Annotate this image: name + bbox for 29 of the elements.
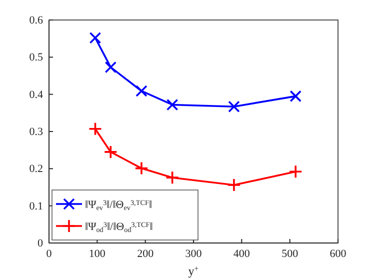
x-tick-label: 600 bbox=[330, 248, 347, 260]
point bbox=[104, 61, 117, 74]
point bbox=[288, 164, 303, 179]
x-tick-label: 100 bbox=[88, 248, 106, 260]
y-tick-label: 0.5 bbox=[29, 52, 44, 64]
y-tick-label: 0 bbox=[38, 238, 44, 250]
point bbox=[166, 98, 178, 111]
x-tick-label: 200 bbox=[137, 248, 154, 260]
y-tick-label: 0.6 bbox=[29, 14, 44, 27]
point bbox=[104, 145, 118, 159]
x-tick-label: 400 bbox=[233, 248, 250, 260]
y-tick-label: 0.4 bbox=[29, 88, 44, 101]
x-tick-label: 500 bbox=[282, 248, 299, 260]
x-tick-label: 0 bbox=[46, 248, 52, 260]
point bbox=[88, 122, 102, 136]
point bbox=[89, 32, 102, 44]
point bbox=[290, 90, 302, 102]
y-tick-label: 0.2 bbox=[29, 163, 43, 176]
point bbox=[165, 170, 180, 184]
point bbox=[134, 161, 148, 176]
x-axis-title: y$^{+}$ bbox=[188, 264, 200, 278]
legend-label: ‖Ψ$_{ev}$$^{3}$‖/‖Θ$_{ev}$$^{3,TCF}$‖ bbox=[85, 198, 152, 212]
point bbox=[228, 100, 240, 112]
y-tick-label: 0.1 bbox=[29, 200, 43, 212]
point bbox=[227, 178, 241, 192]
x-tick-label: 300 bbox=[185, 248, 202, 260]
point bbox=[136, 85, 148, 97]
legend-label: ‖Ψ$_{od}$$^{3}$‖/‖Θ$_{od}$$^{3,TCF}$‖ bbox=[85, 220, 153, 234]
y-tick-label: 0.3 bbox=[29, 126, 44, 138]
